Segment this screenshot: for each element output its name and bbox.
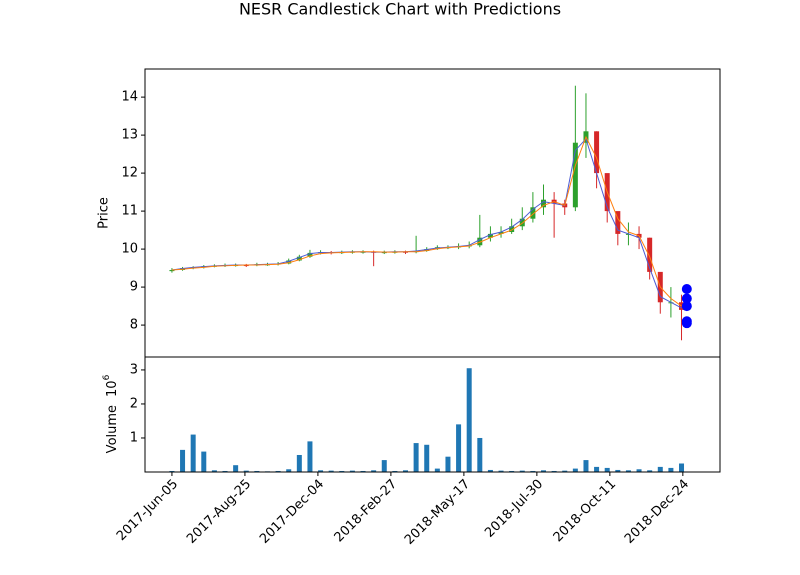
volume-bar <box>392 470 398 472</box>
prediction-point <box>681 293 692 304</box>
volume-bar <box>551 470 557 472</box>
x-tick-label: 2018-Feb-27 <box>332 477 401 546</box>
volume-tick-label: 1 <box>130 430 138 445</box>
y-tick-label: 12 <box>121 166 138 181</box>
prediction-point <box>681 301 692 312</box>
volume-bar <box>254 470 260 472</box>
candle-body <box>286 260 292 264</box>
x-tick-label: 2018-Dec-24 <box>622 477 692 547</box>
candle-body <box>477 237 483 246</box>
candle-body <box>509 226 515 232</box>
volume-bar <box>541 470 547 472</box>
volume-bar <box>487 469 493 472</box>
volume-axis-label: Volume 106 <box>102 374 120 453</box>
volume-bar <box>169 470 175 472</box>
y-tick-label: 10 <box>121 242 138 257</box>
volume-bar <box>615 469 621 472</box>
volume-bar <box>445 456 451 472</box>
volume-bar <box>190 434 196 472</box>
volume-tick-label: 2 <box>130 396 138 411</box>
volume-bar <box>180 449 186 472</box>
y-tick-label: 9 <box>130 280 138 295</box>
prediction-point <box>681 283 692 294</box>
volume-bar <box>360 470 366 472</box>
volume-bar <box>657 466 663 472</box>
y-tick-label: 13 <box>121 128 138 143</box>
x-tick-label: 2017-Aug-25 <box>184 477 254 547</box>
volume-bar <box>349 470 355 472</box>
volume-bar <box>466 368 472 472</box>
candle-body <box>498 231 504 234</box>
candle-body <box>594 131 600 174</box>
x-tick-label: 2018-May-17 <box>402 477 473 548</box>
y-axis-label: Price <box>97 197 112 229</box>
volume-bar <box>530 470 536 472</box>
volume-bar <box>424 444 430 472</box>
volume-bar <box>413 443 419 472</box>
volume-scale-exponent: 6 <box>102 374 112 380</box>
prediction-point <box>681 318 692 329</box>
volume-bar <box>307 441 313 472</box>
volume-bar <box>201 451 207 472</box>
x-tick-label: 2018-Jul-30 <box>482 477 546 541</box>
volume-bar <box>668 467 674 472</box>
chart-title: NESR Candlestick Chart with Predictions <box>239 0 561 19</box>
volume-bar <box>402 470 408 472</box>
volume-tick-label: 3 <box>130 362 138 377</box>
volume-bar <box>296 454 302 472</box>
y-tick-label: 8 <box>130 318 138 333</box>
volume-bar <box>434 468 440 472</box>
volume-bar <box>636 469 642 472</box>
volume-bar <box>328 470 334 472</box>
volume-bar <box>604 467 610 472</box>
volume-bar <box>275 470 281 472</box>
volume-bar <box>625 470 631 472</box>
moving-average <box>171 135 682 307</box>
candle-body <box>647 237 653 272</box>
x-tick-label: 2018-Oct-11 <box>551 477 619 545</box>
y-tick-label: 11 <box>121 204 138 219</box>
volume-bar <box>519 470 525 472</box>
candle-body <box>307 252 313 257</box>
candle-body <box>572 142 578 208</box>
candle-body <box>519 218 525 227</box>
volume-bar <box>562 470 568 472</box>
volume-bar <box>381 460 387 472</box>
price-frame <box>144 68 721 358</box>
volume-bar <box>286 469 292 472</box>
volume-bar <box>339 470 345 472</box>
volume-bar <box>243 470 249 472</box>
volume-bar <box>647 470 653 472</box>
volume-frame <box>144 356 721 473</box>
volume-bar <box>679 463 685 472</box>
volume-bar <box>318 470 324 472</box>
volume-bar <box>572 468 578 472</box>
candle-body <box>487 233 493 238</box>
candle-body <box>296 256 302 261</box>
volume-bar <box>222 470 228 472</box>
volume-bar <box>211 470 217 472</box>
volume-bar <box>456 424 462 472</box>
x-tick-label: 2017-Dec-04 <box>257 477 327 547</box>
volume-label: Volume <box>105 405 120 453</box>
volume-bar <box>233 465 239 472</box>
volume-bar <box>583 460 589 472</box>
volume-bar <box>371 470 377 472</box>
candle-body <box>541 199 547 208</box>
volume-scale-base: 10 <box>105 380 120 397</box>
moving-average <box>171 137 682 309</box>
candle-body <box>424 249 430 251</box>
candle-body <box>615 211 621 234</box>
y-tick-label: 14 <box>121 90 138 105</box>
x-tick-label: 2017-Jun-05 <box>114 477 181 544</box>
volume-bar <box>509 470 515 472</box>
candle-body <box>169 269 175 272</box>
volume-bar <box>498 470 504 472</box>
volume-bar <box>477 437 483 472</box>
candle-body <box>530 207 536 219</box>
volume-bar <box>594 466 600 472</box>
